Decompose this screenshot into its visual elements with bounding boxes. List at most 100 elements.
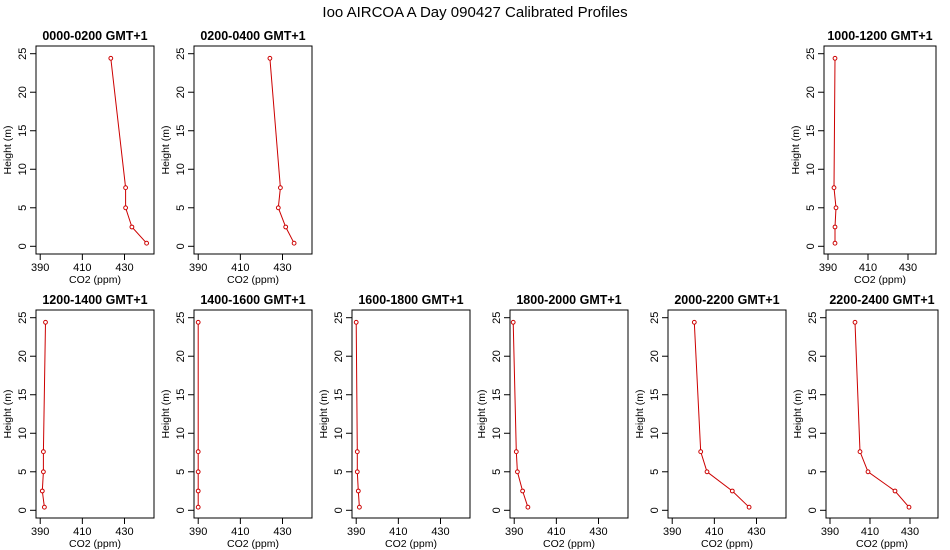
y-axis-label: Height (m) [2,125,14,174]
y-tick-label: 20 [333,350,345,362]
y-axis-label: Height (m) [2,389,14,438]
plot-frame [509,309,629,519]
data-point [831,185,837,191]
profile-line [854,322,910,508]
y-tick-label: 0 [175,507,187,513]
y-tick-label: 15 [175,125,187,137]
data-point [144,240,150,246]
x-tick-label: 390 [347,526,365,538]
data-point [357,504,362,510]
x-tick-label: 430 [901,526,919,538]
x-axis-label: CO2 (ppm) [69,274,121,286]
data-point [515,469,520,475]
plot-frame [193,309,313,519]
x-tick-label: 410 [231,262,249,274]
panel-title: 1800-2000 GMT+1 [516,293,621,307]
x-tick-label: 410 [389,526,407,538]
y-tick-label: 15 [175,389,187,401]
y-tick-label: 10 [333,427,345,439]
y-tick-label: 20 [807,350,819,362]
data-point [833,205,839,211]
y-tick-label: 20 [175,86,187,98]
data-point [832,55,838,61]
chart-panel: 1400-1600 GMT+1 390 410 430 0 5 10 15 20 25 CO2 (p… [160,293,313,550]
profile-line [833,58,837,244]
y-axis-label: Height (m) [792,389,804,438]
x-tick-label: 390 [189,262,207,274]
data-point [195,319,201,325]
y-tick-label: 15 [17,389,29,401]
x-tick-label: 410 [861,526,879,538]
y-axis-label: Height (m) [476,389,488,438]
data-point [195,488,201,494]
y-tick-label: 5 [17,469,29,475]
y-tick-label: 20 [649,350,661,362]
panel-title: 2200-2400 GMT+1 [829,293,934,307]
data-point [691,319,697,325]
y-tick-label: 15 [649,389,661,401]
y-tick-label: 10 [17,427,29,439]
panel-title: 1000-1200 GMT+1 [827,29,932,43]
data-point [275,205,281,211]
y-tick-label: 15 [805,125,817,137]
profile-line [693,322,750,508]
x-tick-label: 410 [705,526,723,538]
data-point [832,240,838,246]
y-tick-label: 0 [491,507,503,513]
data-point [195,504,201,510]
x-tick-label: 410 [73,526,91,538]
y-axis-label: Height (m) [160,389,172,438]
y-axis-label: Height (m) [318,389,330,438]
y-tick-label: 5 [175,469,187,475]
x-axis-label: CO2 (ppm) [227,538,279,550]
x-tick-label: 390 [819,262,837,274]
y-tick-label: 15 [17,125,29,137]
x-tick-label: 430 [431,526,449,538]
panel-title: 0000-0200 GMT+1 [42,29,147,43]
data-point [520,488,525,494]
y-tick-label: 10 [17,163,29,175]
x-tick-label: 430 [899,262,917,274]
y-axis-label: Height (m) [790,125,802,174]
y-tick-label: 5 [175,205,187,211]
x-tick-label: 390 [505,526,523,538]
y-tick-label: 0 [17,507,29,513]
y-tick-label: 25 [807,312,819,324]
plot-frame [193,45,313,255]
x-tick-label: 410 [231,526,249,538]
y-tick-label: 25 [175,312,187,324]
data-point [278,185,283,191]
y-tick-label: 5 [649,469,661,475]
data-point [513,449,519,455]
y-tick-label: 25 [333,312,345,324]
chart-panel: 0000-0200 GMT+1 390 410 430 0 5 10 15 20 25 CO2 (p… [2,29,155,286]
y-tick-label: 15 [333,389,345,401]
y-tick-label: 5 [491,469,503,475]
x-axis-label: CO2 (ppm) [385,538,437,550]
y-tick-label: 25 [805,48,817,60]
y-tick-label: 15 [491,389,503,401]
data-point [354,469,360,475]
data-point [195,469,201,475]
profile-line [355,322,360,508]
profile-line [269,58,295,244]
chart-panel: 2200-2400 GMT+1 390 410 430 0 5 10 15 20 25 CO2 (p… [792,293,939,550]
y-tick-label: 10 [807,427,819,439]
data-point [129,224,135,230]
x-tick-label: 390 [821,526,839,538]
data-point [704,469,710,475]
chart-panel: 1200-1400 GMT+1 390 410 430 0 5 10 15 20 25 CO2 (p… [2,293,155,550]
y-tick-label: 10 [175,427,187,439]
y-tick-label: 25 [17,48,29,60]
panels-group: 0000-0200 GMT+1 390 410 430 0 5 10 15 20 25 CO2 (p… [2,29,939,550]
x-tick-label: 390 [189,526,207,538]
y-tick-label: 20 [175,350,187,362]
data-point [852,319,858,325]
y-tick-label: 0 [805,243,817,249]
x-tick-label: 410 [859,262,877,274]
y-tick-label: 15 [807,389,819,401]
x-axis-label: CO2 (ppm) [854,274,906,286]
chart-panel: 1000-1200 GMT+1 390 410 430 0 5 10 15 20 25 CO2 (p… [790,29,937,286]
y-tick-label: 25 [17,312,29,324]
data-point [510,319,516,325]
